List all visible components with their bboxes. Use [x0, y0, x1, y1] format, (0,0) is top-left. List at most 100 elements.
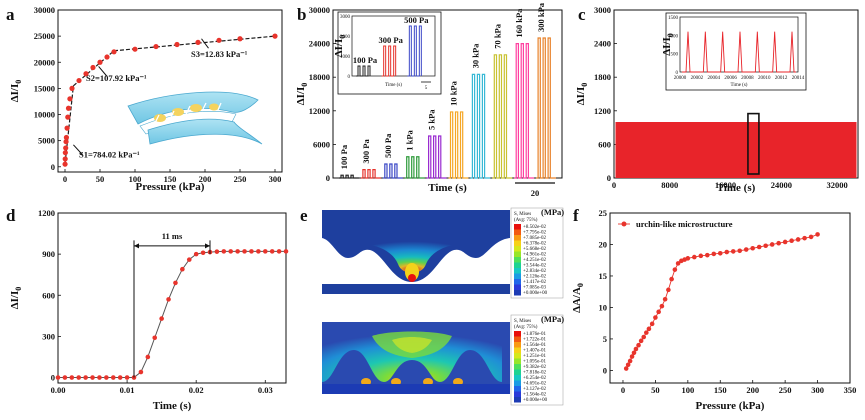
- legend-swatch: [514, 358, 521, 364]
- legend-label: urchin-like microstructure: [636, 219, 733, 229]
- data-point: [269, 249, 275, 254]
- data-point: [235, 249, 240, 254]
- legend-swatch: [514, 284, 521, 290]
- pulse-series: [404, 156, 425, 179]
- legend-value: +1.564e-01: [523, 343, 546, 348]
- legend-value: +6.254e-02: [523, 376, 546, 381]
- legend-value: +8.502e-02: [523, 225, 546, 230]
- data-point: [625, 362, 631, 368]
- inset-x-tick-label: 20002: [691, 76, 704, 81]
- legend-swatch: [514, 380, 521, 386]
- x-tick-label: 150: [714, 385, 727, 395]
- inset-pulse-series: [381, 45, 397, 77]
- legend-value: +1.722e-01: [523, 338, 546, 343]
- data-point: [256, 249, 261, 254]
- x-tick-label: 350: [844, 385, 857, 395]
- legend-unit: (MPa): [541, 314, 564, 324]
- x-tick-label: 200: [199, 174, 212, 184]
- x-tick-label: 0.00: [51, 385, 66, 395]
- y-tick-label: 1800: [594, 72, 611, 82]
- data-point: [698, 253, 704, 259]
- data-point: [669, 276, 674, 282]
- x-tick-label: 300: [811, 385, 824, 395]
- panel-e: e S, Mises (MPa)(Avg: 75%)+8.502e-02+7.79…: [300, 206, 564, 406]
- legend-swatch: [514, 235, 521, 241]
- legend-swatch: [514, 342, 521, 348]
- legend-swatch: [514, 347, 521, 353]
- inset-series-label: 300 Pa: [379, 35, 404, 45]
- legend-swatch: [514, 353, 521, 359]
- data-point: [692, 254, 697, 260]
- inset-x-tick-label: 20004: [707, 76, 720, 81]
- data-point: [631, 350, 637, 356]
- inset-pulse-series: [356, 65, 371, 77]
- y-tick-label: 12000: [309, 106, 330, 116]
- data-point: [104, 375, 109, 380]
- data-point: [629, 354, 635, 359]
- data-point: [214, 249, 220, 254]
- y-tick-label: 3000: [594, 5, 611, 15]
- data-point: [62, 156, 68, 162]
- panel-e-legends: S, Mises (MPa)(Avg: 75%)+8.502e-02+7.795e…: [510, 207, 564, 406]
- inset-y-tick-label: 1500: [668, 16, 679, 21]
- y-tick-label: 2400: [594, 39, 611, 49]
- panel-f-axes: 0 50 100 150 200 250 300 350 0 5 10 15 20 25 Pressure …: [571, 208, 856, 412]
- data-point: [153, 43, 159, 50]
- legend-swatch: [514, 369, 521, 375]
- legend-value: +2.834e-02: [523, 269, 546, 274]
- data-point: [763, 243, 768, 249]
- data-point: [638, 338, 644, 344]
- data-point: [672, 267, 678, 272]
- inset-y-tick-label: 3000: [340, 15, 351, 20]
- data-point: [174, 41, 180, 48]
- slope-annotation: S3=12.83 kPa⁻¹: [191, 49, 248, 59]
- fem-simulation-bottom: [322, 322, 510, 394]
- y-tick-label: 1200: [38, 208, 55, 218]
- data-point: [69, 85, 75, 91]
- series-label: 300 kPa: [536, 2, 546, 32]
- legend-value: +2.126e-02: [523, 275, 546, 280]
- y-axis-label: ΔI/I0: [295, 83, 309, 106]
- data-point: [111, 49, 117, 55]
- x-tick-label: 0: [621, 385, 625, 395]
- x-axis-label: Pressure (kPa): [136, 181, 205, 193]
- data-point: [62, 161, 68, 167]
- data-point: [152, 335, 158, 341]
- data-point: [789, 238, 794, 244]
- panel-d-marks: 11 ms: [55, 231, 289, 380]
- data-point: [641, 334, 647, 340]
- x-tick-label: 0: [63, 174, 67, 184]
- x-tick-label: 50: [651, 385, 660, 395]
- data-point: [69, 375, 75, 380]
- data-point: [145, 354, 151, 360]
- panel-c-inset: 0 500 1000 1500 20000 20002 20004 20006 20008 200…: [661, 12, 807, 91]
- response-time-label: 11 ms: [162, 231, 183, 241]
- data-point: [795, 237, 801, 242]
- panel-c-axes: 0 8000 16000 24000 32000 0 600 1200 1800 2400 3000…: [575, 5, 859, 194]
- x-tick-label: 150: [164, 174, 177, 184]
- inset-x-tick-label: 20010: [758, 76, 771, 81]
- x-tick-label: 0.02: [189, 385, 204, 395]
- series-label: 1 kPa: [405, 129, 415, 150]
- data-point: [249, 249, 254, 254]
- data-point: [159, 316, 164, 321]
- data-point: [76, 375, 82, 380]
- inset-x-axis-label: Time (s): [731, 83, 748, 88]
- series-label: 70 kPa: [492, 23, 502, 49]
- y-tick-label: 0: [603, 365, 607, 375]
- legend-value: +1.251e-01: [523, 354, 546, 359]
- inset-x-tick-label: 20000: [674, 76, 687, 81]
- data-point: [653, 315, 658, 320]
- data-point: [237, 36, 243, 42]
- y-tick-label: 1200: [594, 106, 611, 116]
- y-tick-label: 6000: [313, 139, 330, 149]
- legend-title: S, Mises: [514, 212, 531, 217]
- legend-value: +4.251e-02: [523, 258, 546, 263]
- annotation-arrow: [73, 144, 83, 156]
- data-point: [90, 64, 96, 71]
- pulse-series: [426, 135, 447, 179]
- inset-x-axis-label: Time (s): [385, 83, 402, 88]
- x-tick-label: 100: [681, 385, 694, 395]
- inset-series-label: 500 Pa: [404, 15, 429, 25]
